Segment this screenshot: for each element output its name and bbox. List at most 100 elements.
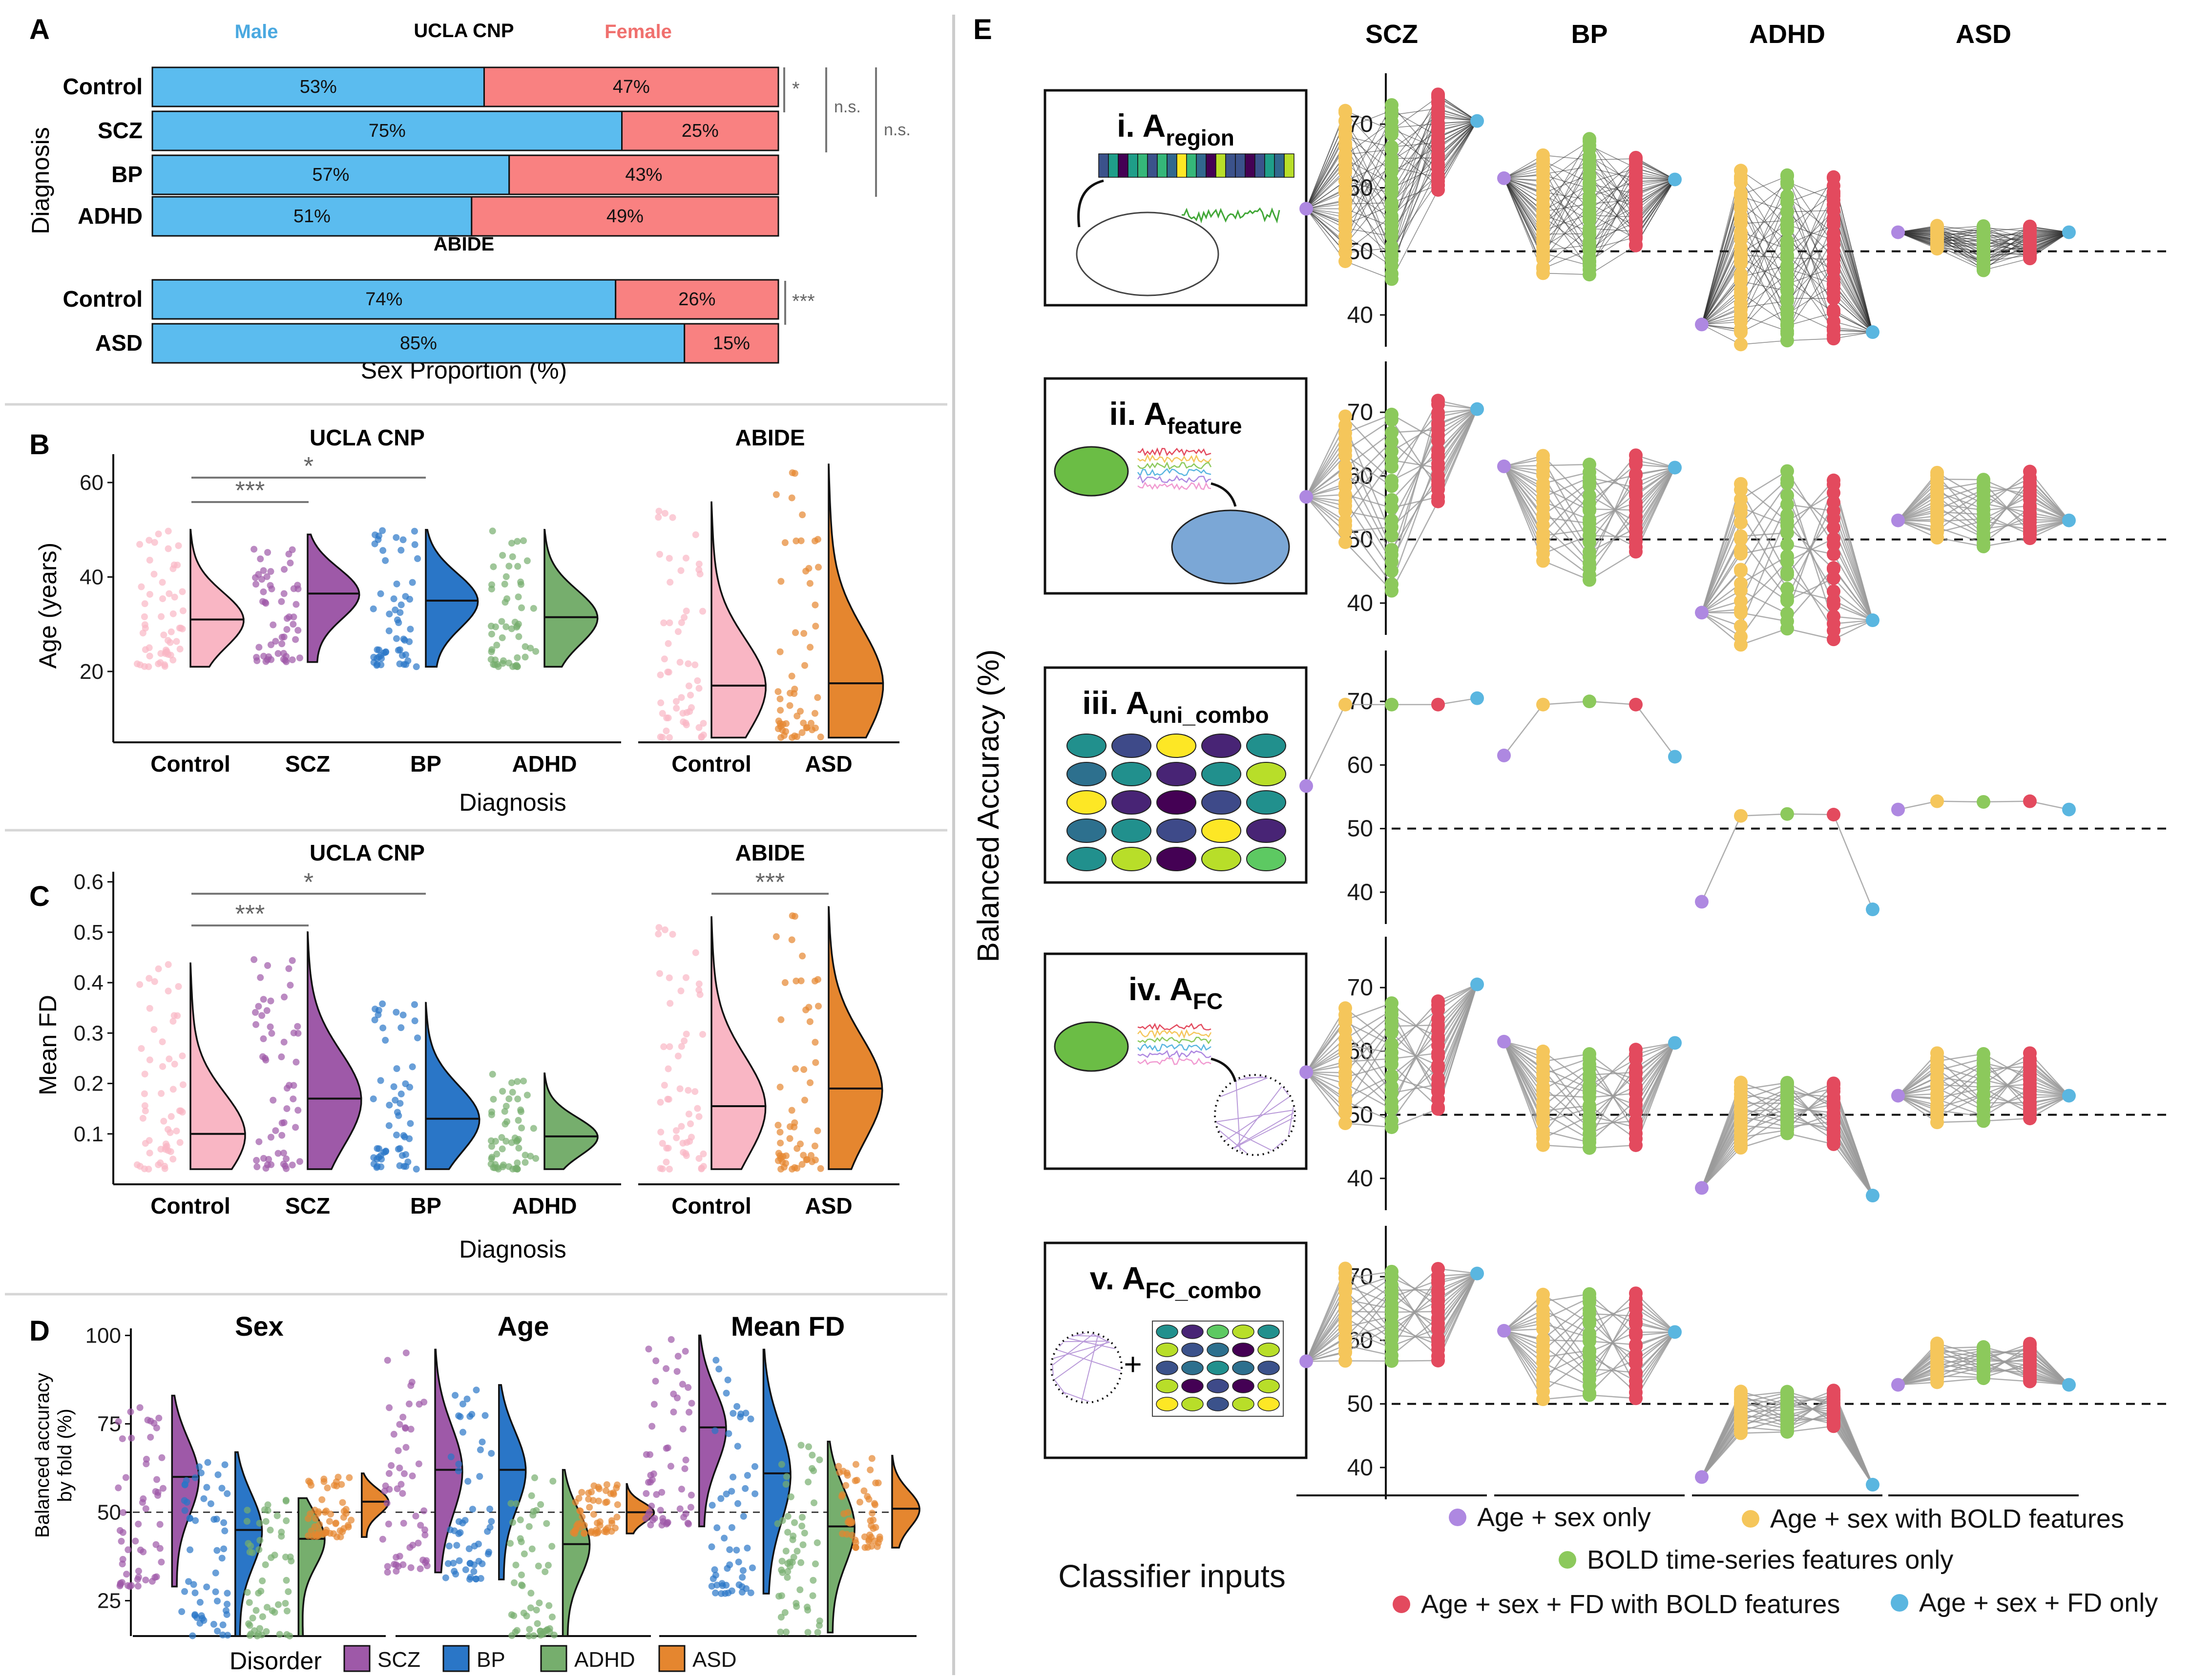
d-mean-fd-bp-point	[715, 1365, 723, 1373]
d-age-scz-point	[415, 1539, 422, 1547]
d-sex-scz-point	[142, 1576, 149, 1584]
point-series-2-scz	[1338, 535, 1352, 549]
label-male-control: 74%	[365, 289, 402, 310]
point-series-3-scz	[1385, 493, 1399, 507]
d-mean-fd-adhd-point	[784, 1512, 792, 1520]
ucla-control-point	[141, 613, 148, 620]
d-mean-fd-scz-point	[668, 1336, 675, 1343]
d-mean-fd-adhd-point	[816, 1617, 823, 1624]
d-mean-fd-scz-point	[648, 1423, 656, 1430]
d-sex-scz-point	[125, 1546, 132, 1554]
d-mean-fd-bp-point	[734, 1500, 742, 1507]
point-series-3-scz	[1385, 474, 1399, 488]
d-age-asd-point	[577, 1508, 584, 1515]
ucla-scz-point	[251, 1009, 259, 1016]
brain-map-icon	[1156, 1379, 1178, 1393]
brain-map-icon	[1246, 762, 1286, 786]
ucla-adhd-point	[514, 622, 521, 630]
ucla-adhd-point	[532, 648, 540, 655]
label-male-control: 53%	[300, 77, 337, 97]
ucla-bp-point	[397, 601, 405, 609]
d-age-scz-point	[417, 1565, 424, 1573]
legend-dot-age-sex-fd-with-bold-features	[1393, 1596, 1410, 1613]
d-age-bp-point	[470, 1568, 478, 1575]
ucla-bp-point	[394, 1109, 401, 1116]
abide-control-point	[698, 1164, 705, 1172]
ucla-scz-point	[258, 576, 266, 583]
d-mean-fd-bp-point	[711, 1427, 719, 1434]
d-age-scz-point	[423, 1557, 430, 1564]
ucla-scz-point	[292, 601, 300, 608]
point-series-4-adhd	[1827, 214, 1840, 228]
legend-label-age-sex-fd-with-bold-features: Age + sex + FD with BOLD features	[1421, 1590, 1840, 1619]
y-tick-label: 40	[80, 565, 104, 589]
category-label-scz: SCZ	[98, 118, 143, 143]
facet-title-age: Age	[498, 1311, 549, 1342]
ucla-adhd-point	[499, 1163, 506, 1171]
brain-map-icon	[1181, 1379, 1204, 1393]
y-tick-label: 0.4	[74, 971, 104, 995]
region-timeseries-cell	[1167, 153, 1177, 178]
ucla-scz-point	[260, 1035, 267, 1043]
ucla-adhd-point	[517, 578, 524, 586]
region-timeseries-cell	[1196, 153, 1207, 178]
abide-control-point	[659, 710, 666, 717]
d-age-scz-point	[379, 1535, 386, 1543]
feature-brain-icon	[1171, 509, 1290, 585]
d-sex-adhd-point	[262, 1518, 270, 1525]
brain-map-icon	[1246, 790, 1286, 815]
d-mean-fd-adhd-point	[790, 1533, 797, 1540]
d-sex-adhd-point	[247, 1630, 254, 1638]
d-age-bp-point	[486, 1524, 494, 1531]
d-mean-fd-asd-point	[867, 1466, 874, 1473]
d-sex-bp-point	[224, 1632, 231, 1639]
d-sex-adhd-point	[245, 1540, 252, 1547]
brain-map-icon	[1257, 1379, 1280, 1393]
d-sex-bp-point	[191, 1589, 199, 1596]
point-age-sex-fd-only-adhd	[1866, 325, 1879, 339]
arrow-icon	[1211, 1057, 1237, 1082]
ucla-adhd-point	[514, 563, 522, 570]
region-timeseries-cell	[1206, 153, 1216, 178]
d-sex-adhd-point	[278, 1529, 285, 1536]
brain-map-icon	[1207, 1343, 1229, 1357]
d-age-scz-point	[400, 1520, 407, 1527]
fc-edge-icon	[1220, 1077, 1268, 1097]
d-mean-fd-scz-point	[670, 1408, 677, 1416]
ucla-adhd-point	[499, 634, 506, 641]
region-timeseries-cell	[1108, 153, 1119, 178]
ucla-bp-point	[406, 596, 414, 603]
ucla-bp-point	[413, 663, 420, 671]
region-timeseries-cell	[1254, 153, 1265, 178]
d-age-adhd-point	[519, 1582, 526, 1590]
d-mean-fd-adhd-point	[782, 1481, 790, 1488]
d-age-adhd-point	[511, 1579, 518, 1586]
d-age-adhd-point	[528, 1492, 535, 1499]
fc-edge-icon	[1053, 1342, 1110, 1359]
d-mean-fd-adhd-point	[804, 1603, 811, 1611]
point-series-4-asd	[2023, 219, 2037, 233]
timeseries-line-icon	[1137, 1036, 1212, 1045]
ucla-control-point	[159, 595, 167, 602]
d-age-bp-point	[473, 1386, 480, 1394]
ucla-scz-point	[267, 641, 274, 649]
d-mean-fd-bp-point	[713, 1524, 721, 1532]
ucla-control-point	[160, 1117, 167, 1125]
point-series-2-asd	[1930, 794, 1944, 808]
ucla-control-point	[133, 1161, 141, 1169]
point-age-sex-fd-only-asd	[2062, 513, 2076, 527]
d-mean-fd-bp-point	[744, 1472, 751, 1479]
region-timeseries-cell	[1245, 153, 1255, 178]
ucla-bp-point	[397, 546, 405, 554]
d-sex-adhd-point	[244, 1507, 251, 1514]
d-sex-adhd-point	[283, 1576, 290, 1584]
row-title-prefix: iii. A	[1082, 685, 1149, 721]
abide-control-point	[655, 507, 663, 515]
d-sex-scz-point	[140, 1495, 147, 1502]
region-timeseries-cell	[1215, 153, 1226, 178]
fc-edge-icon	[1218, 1130, 1247, 1154]
point-age-sex-fd-only-scz	[1470, 1266, 1484, 1281]
d-age-bp-point	[459, 1400, 466, 1407]
panel-a: A Male UCLA CNP Female ABIDE Diagnosis S…	[27, 14, 911, 384]
d-mean-fd-scz-point	[681, 1465, 689, 1472]
